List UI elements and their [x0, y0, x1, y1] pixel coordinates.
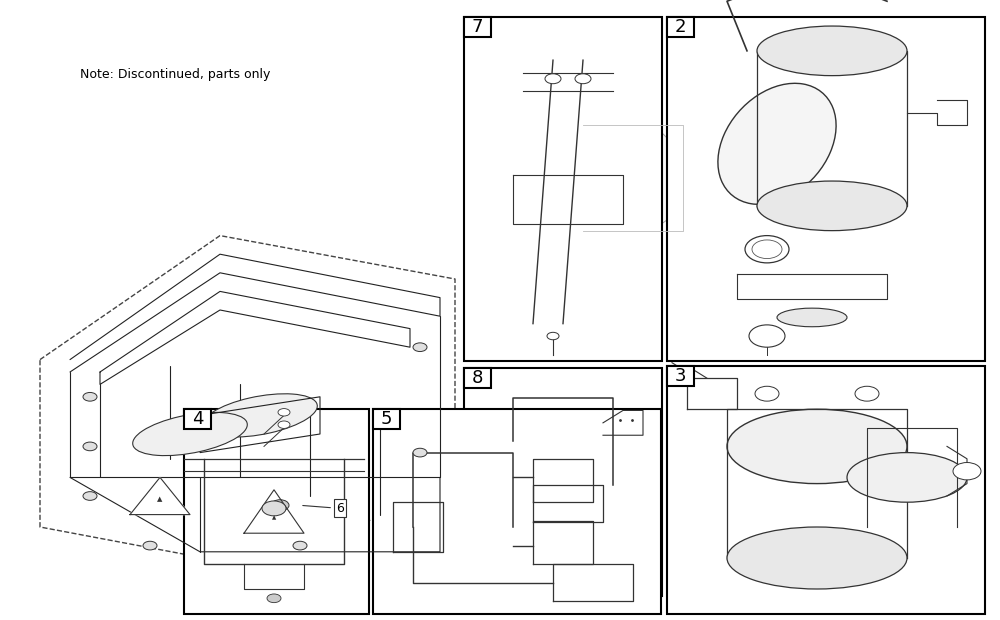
Bar — [667, 17, 985, 361]
Bar — [184, 409, 211, 429]
Text: 7: 7 — [472, 17, 483, 36]
Bar — [464, 368, 491, 388]
Circle shape — [267, 594, 281, 603]
Ellipse shape — [583, 119, 683, 231]
Circle shape — [262, 501, 286, 516]
Circle shape — [745, 236, 789, 263]
Circle shape — [575, 74, 591, 84]
Text: 4: 4 — [192, 410, 203, 428]
Circle shape — [413, 343, 427, 352]
Text: Note: Discontinued, parts only: Note: Discontinued, parts only — [80, 68, 270, 81]
Polygon shape — [130, 477, 190, 515]
Circle shape — [278, 421, 290, 428]
Circle shape — [755, 386, 779, 401]
Circle shape — [83, 392, 97, 401]
Circle shape — [413, 448, 427, 457]
Circle shape — [83, 492, 97, 500]
Ellipse shape — [777, 308, 847, 327]
Polygon shape — [244, 490, 304, 533]
Ellipse shape — [847, 453, 967, 502]
Bar — [667, 17, 694, 37]
Text: 3: 3 — [675, 366, 686, 385]
Bar — [464, 17, 491, 37]
Bar — [184, 409, 369, 614]
Circle shape — [271, 500, 289, 511]
Ellipse shape — [727, 527, 907, 589]
Text: ▲: ▲ — [157, 496, 163, 502]
Ellipse shape — [203, 394, 317, 437]
Circle shape — [545, 74, 561, 84]
Circle shape — [143, 541, 157, 550]
Text: ▲: ▲ — [272, 515, 276, 520]
Circle shape — [547, 332, 559, 340]
Ellipse shape — [133, 412, 247, 456]
Bar — [667, 366, 694, 386]
Text: 6: 6 — [303, 502, 344, 515]
Ellipse shape — [718, 83, 836, 205]
Bar — [667, 366, 985, 614]
Circle shape — [855, 386, 879, 401]
Circle shape — [83, 442, 97, 451]
Bar — [373, 409, 400, 429]
Bar — [373, 409, 661, 614]
Circle shape — [752, 240, 782, 259]
Circle shape — [278, 409, 290, 416]
Bar — [464, 17, 662, 361]
Ellipse shape — [727, 409, 907, 484]
Circle shape — [749, 325, 785, 347]
Ellipse shape — [757, 181, 907, 231]
Text: 5: 5 — [381, 410, 392, 428]
Bar — [464, 368, 662, 596]
Circle shape — [293, 541, 307, 550]
Text: 2: 2 — [675, 17, 686, 36]
Ellipse shape — [757, 26, 907, 76]
Text: 8: 8 — [472, 369, 483, 388]
Circle shape — [953, 463, 981, 480]
